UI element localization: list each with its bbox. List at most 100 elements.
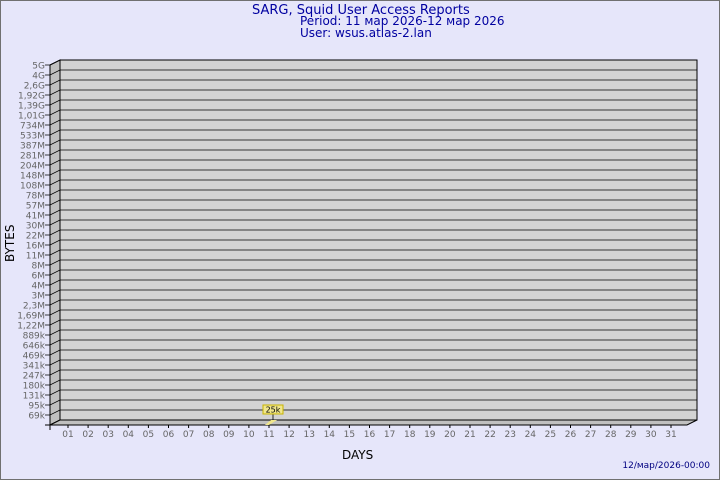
x-tick-label: 16 <box>364 430 376 440</box>
plot-floor <box>49 419 698 426</box>
chart-title: SARG, Squid User Access Reports <box>252 3 470 18</box>
x-tick-label: 08 <box>203 430 215 440</box>
y-tick-label: 30M <box>26 222 45 232</box>
x-tick-label: 30 <box>645 430 657 440</box>
bar-label-box <box>262 404 284 415</box>
x-tick-label: 25 <box>545 430 556 440</box>
y-tick-label: 341k <box>23 362 46 372</box>
x-tick-label: 27 <box>585 430 596 440</box>
x-tick-label: 06 <box>163 430 175 440</box>
grid-line <box>45 269 697 276</box>
x-tick-label: 11 <box>263 430 274 440</box>
x-tick-label: 12 <box>283 430 294 440</box>
y-tick-label: 57M <box>26 202 45 212</box>
grid-line <box>45 109 697 116</box>
report-period: Period: 11 мар 2026-12 мар 2026 <box>300 14 505 28</box>
grid-line <box>45 299 697 306</box>
x-tick-label: 10 <box>243 430 255 440</box>
x-tick-label: 13 <box>303 430 314 440</box>
y-tick-label: 6M <box>32 272 46 282</box>
grid-line <box>45 229 697 236</box>
x-tick-label: 28 <box>605 430 617 440</box>
grid-line <box>45 99 697 106</box>
y-tick-label: 4M <box>32 282 46 292</box>
grid-line <box>45 179 697 186</box>
y-tick-label: 889k <box>23 332 46 342</box>
y-tick-label: 1,22M <box>17 322 45 332</box>
y-tick-label: 22M <box>26 232 45 242</box>
grid-line <box>45 149 697 156</box>
y-tick-label: 281M <box>20 152 45 162</box>
x-tick-label: 04 <box>123 430 135 440</box>
y-tick-label: 533M <box>20 132 45 142</box>
x-tick-label: 23 <box>504 430 515 440</box>
y-tick-label: 4G <box>32 72 45 82</box>
y-tick-label: 41M <box>26 212 45 222</box>
grid-line <box>45 69 697 76</box>
x-tick-label: 17 <box>384 430 395 440</box>
grid-line <box>45 389 697 396</box>
grid-line <box>45 89 697 96</box>
grid-line <box>45 79 697 86</box>
x-tick-label: 29 <box>625 430 637 440</box>
x-tick-label: 31 <box>665 430 676 440</box>
grid-line <box>45 329 697 336</box>
y-tick-label: 1,92G <box>18 92 45 102</box>
y-tick-label: 1,69M <box>17 312 45 322</box>
y-tick-label: 387M <box>20 142 45 152</box>
y-tick-label: 204M <box>20 162 45 172</box>
y-tick-label: 108M <box>20 182 45 192</box>
y-tick-label: 1,01G <box>18 112 45 122</box>
x-tick-label: 09 <box>223 430 235 440</box>
grid-line <box>45 59 697 66</box>
y-tick-label: 95k <box>28 402 45 412</box>
x-tick-label: 02 <box>82 430 93 440</box>
x-tick-label: 07 <box>183 430 194 440</box>
x-tick-label: 03 <box>102 430 113 440</box>
y-tick-label: 11M <box>26 252 45 262</box>
y-tick-label: 3M <box>32 292 46 302</box>
y-tick-label: 16M <box>26 242 45 252</box>
y-tick-label: 69k <box>28 412 45 422</box>
grid-line <box>45 119 697 126</box>
grid-line <box>45 259 697 266</box>
y-tick-label: 2,6G <box>24 82 45 92</box>
x-tick-label: 05 <box>143 430 154 440</box>
grid-line <box>45 209 697 216</box>
x-tick-label: 01 <box>62 430 73 440</box>
x-tick-label: 14 <box>324 430 336 440</box>
grid-line <box>45 199 697 206</box>
grid-line <box>45 339 697 346</box>
grid-line <box>45 309 697 316</box>
y-tick-label: 78M <box>26 192 45 202</box>
grid-line <box>45 349 697 356</box>
y-tick-label: 131k <box>23 392 46 402</box>
grid-line <box>45 219 697 226</box>
x-tick-label: 21 <box>464 430 475 440</box>
bar-value-label: 25k <box>266 406 281 415</box>
x-tick-label: 22 <box>484 430 495 440</box>
bar <box>265 420 277 425</box>
x-tick-label: 24 <box>525 430 537 440</box>
y-tick-label: 247k <box>23 372 46 382</box>
report-user: User: wsus.atlas-2.lan <box>300 26 432 40</box>
grid-line <box>45 189 697 196</box>
y-tick-label: 8M <box>32 262 46 272</box>
x-tick-label: 15 <box>344 430 355 440</box>
y-tick-label: 1,39G <box>18 102 45 112</box>
grid-line <box>45 239 697 246</box>
x-axis-label: DAYS <box>342 448 374 462</box>
grid-line <box>45 409 697 416</box>
y-tick-label: 148M <box>20 172 45 182</box>
grid-line <box>45 289 697 296</box>
grid-line <box>45 159 697 166</box>
grid-line <box>45 319 697 326</box>
grid-line <box>45 279 697 286</box>
grid-line <box>45 139 697 146</box>
grid-line <box>45 249 697 256</box>
y-tick-label: 734M <box>20 122 45 132</box>
x-tick-label: 19 <box>424 430 436 440</box>
generated-timestamp: 12/мар/2026-00:00 <box>622 461 710 471</box>
x-tick-label: 20 <box>444 430 456 440</box>
